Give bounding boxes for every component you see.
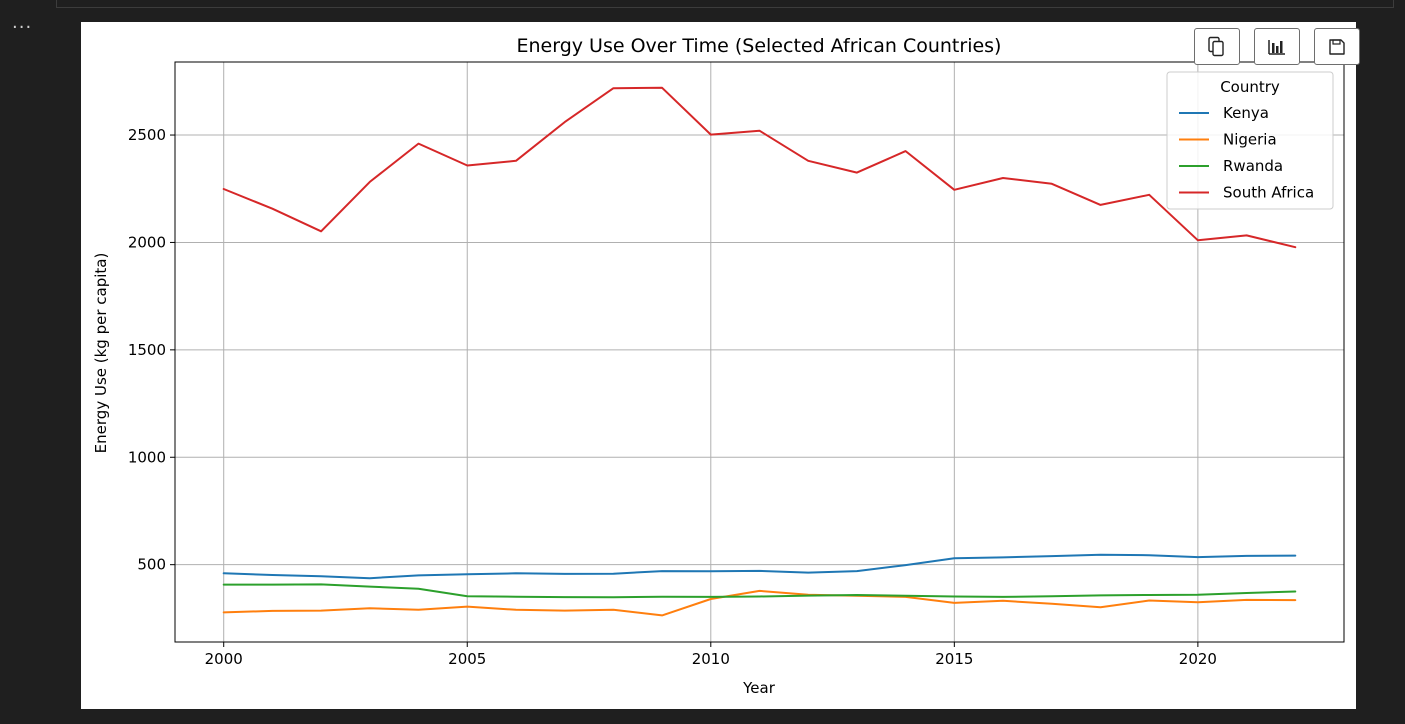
axis-ticks: 2000 2005 2010 2015 2020 500 1000 1500 2000 2500	[128, 126, 1217, 668]
x-tick-label: 2020	[1179, 650, 1217, 668]
bar-chart-icon	[1268, 39, 1285, 55]
legend: Country Kenya Nigeria Rwanda South Africa	[1166, 71, 1334, 210]
series-lines	[222, 86, 1297, 617]
series-line-nigeria	[222, 589, 1297, 617]
previous-cell-edge	[56, 0, 1394, 8]
legend-title: Country	[1220, 78, 1280, 96]
series-line-south-africa	[222, 86, 1297, 249]
x-tick-label: 2010	[692, 650, 730, 668]
copy-output-button[interactable]	[1194, 28, 1240, 65]
cell-more-actions-button[interactable]: ···	[12, 17, 33, 38]
legend-label: South Africa	[1223, 184, 1314, 202]
x-tick-label: 2000	[205, 650, 243, 668]
copy-icon	[1208, 36, 1224, 56]
x-axis-label: Year	[742, 679, 776, 697]
legend-label: Kenya	[1223, 104, 1269, 122]
chart-output-panel: 2000 2005 2010 2015 2020 500 1000 1500 2000 2500 …	[81, 22, 1360, 709]
x-tick-label: 2005	[448, 650, 486, 668]
y-tick-label: 2000	[128, 233, 166, 251]
legend-box	[1166, 71, 1334, 210]
x-tick-label: 2015	[935, 650, 973, 668]
y-tick-label: 500	[137, 556, 166, 574]
plot-frame	[174, 61, 1345, 643]
legend-entries: Kenya Nigeria Rwanda South Africa	[1179, 104, 1314, 202]
series-line-kenya	[222, 553, 1297, 580]
y-tick-label: 1000	[128, 448, 166, 466]
legend-label: Nigeria	[1223, 131, 1277, 149]
save-output-button[interactable]	[1314, 28, 1360, 65]
y-tick-label: 2500	[128, 126, 166, 144]
y-tick-label: 1500	[128, 341, 166, 359]
open-chart-button[interactable]	[1254, 28, 1300, 65]
legend-label: Rwanda	[1223, 157, 1283, 175]
series-line-rwanda	[222, 583, 1297, 599]
save-icon	[1329, 38, 1345, 55]
grid	[175, 62, 1344, 642]
chart-title: Energy Use Over Time (Selected African C…	[517, 35, 1002, 57]
output-toolbar	[1194, 28, 1360, 65]
line-chart: 2000 2005 2010 2015 20205001000150020002500 …	[92, 35, 1345, 697]
y-axis-label: Energy Use (kg per capita)	[92, 253, 110, 454]
